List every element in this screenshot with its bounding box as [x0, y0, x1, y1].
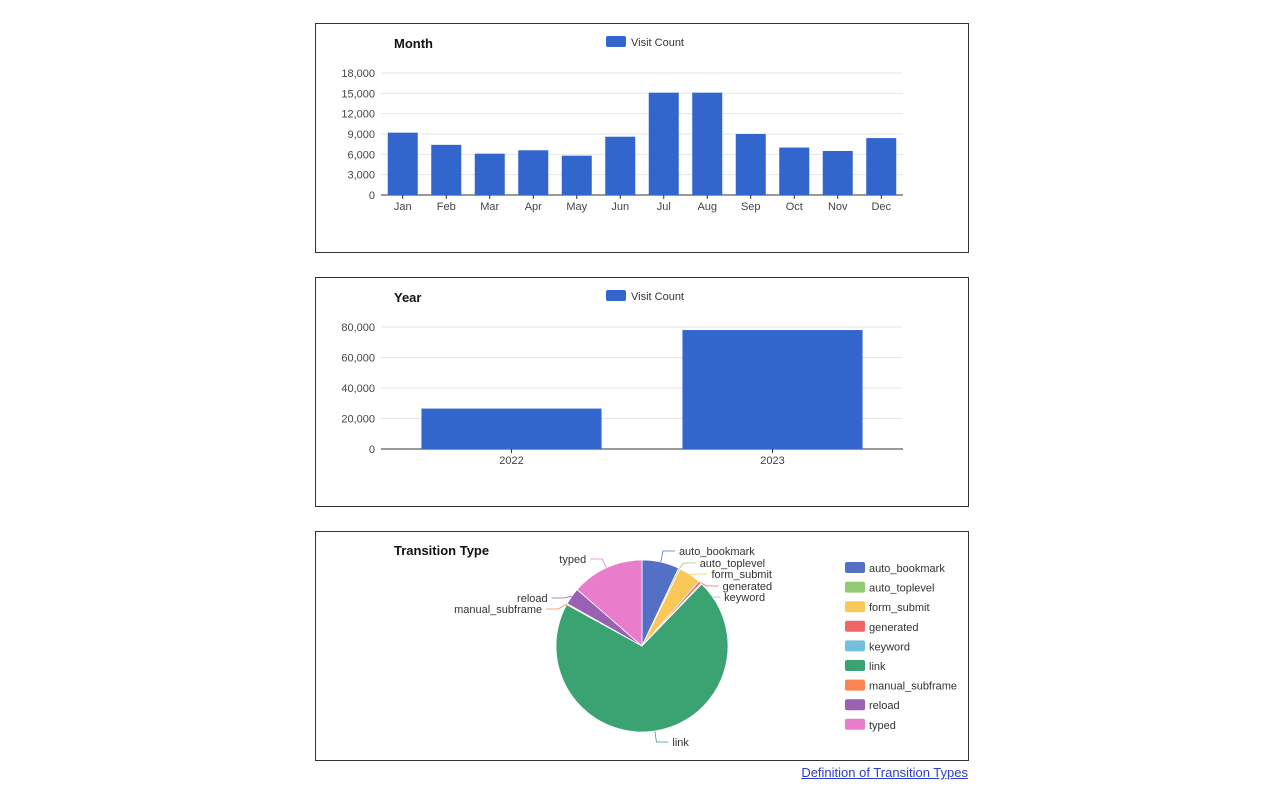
label-leader-line [679, 562, 696, 569]
bar-jul [648, 92, 679, 195]
label-leader-line [699, 582, 719, 587]
legend-swatch-auto-bookmark [845, 562, 865, 573]
slice-label-manual-subframe: manual_subframe [454, 604, 542, 616]
slice-label-auto-bookmark: auto_bookmark [679, 546, 755, 558]
label-leader-line [654, 730, 669, 743]
legend-swatch-form-submit [845, 601, 865, 613]
label-leader-line [689, 573, 708, 575]
label-leader-line [660, 550, 675, 563]
x-tick-label-nov: Nov [828, 201, 848, 213]
legend-label-form-submit: form_submit [869, 602, 930, 614]
month-bar-chart: Month Visit Count 0 3,000 6,000 9,000 12,000 15… [341, 36, 903, 213]
bar-2022 [421, 408, 602, 449]
x-tick-label-2023: 2023 [760, 455, 784, 467]
month-chart-panel: Month Visit Count 0 3,000 6,000 9,000 12,000 15… [315, 23, 969, 253]
legend-swatch-visit-count [606, 290, 626, 301]
bar-jan [387, 132, 418, 195]
label-leader-line [546, 603, 568, 610]
legend-label-link: link [869, 661, 886, 673]
slice-label-form-submit: form_submit [711, 569, 772, 581]
y-tick-label: 0 [369, 444, 375, 456]
x-tick-label-dec: Dec [871, 201, 891, 213]
y-tick-label: 3,000 [347, 170, 375, 182]
label-leader-line [590, 558, 607, 568]
legend-swatch-manual-subframe [845, 679, 865, 691]
year-chart-title: Year [394, 290, 421, 305]
y-tick-label: 9,000 [347, 129, 375, 141]
transition-type-pie-chart: Transition Type auto_bookmarkauto_topleve… [394, 543, 957, 749]
bar-jun [605, 136, 636, 195]
x-tick-label-may: May [566, 201, 587, 213]
y-tick-label: 18,000 [341, 68, 375, 80]
legend-label-generated: generated [869, 622, 919, 634]
y-tick-label: 20,000 [341, 414, 375, 426]
slice-label-link: link [672, 737, 689, 749]
legend-swatch-keyword [845, 640, 865, 652]
bar-nov [822, 150, 853, 195]
y-tick-label: 12,000 [341, 109, 375, 121]
slice-label-typed: typed [559, 554, 586, 566]
legend-label-visit-count: Visit Count [631, 37, 684, 49]
legend-label-auto-toplevel: auto_toplevel [869, 583, 934, 595]
legend-swatch-visit-count [606, 36, 626, 47]
bar-oct [779, 147, 810, 195]
y-tick-label: 80,000 [341, 322, 375, 334]
slice-label-auto-toplevel: auto_toplevel [700, 558, 765, 570]
legend-label-keyword: keyword [869, 641, 910, 653]
x-tick-label-sep: Sep [741, 201, 761, 213]
x-tick-label-mar: Mar [480, 201, 499, 213]
x-tick-label-jun: Jun [611, 201, 629, 213]
bar-may [561, 155, 592, 195]
y-tick-label: 60,000 [341, 353, 375, 365]
legend-label-auto-bookmark: auto_bookmark [869, 563, 945, 575]
slice-label-keyword: keyword [724, 592, 765, 604]
legend-label-manual-subframe: manual_subframe [869, 681, 957, 693]
x-tick-label-jan: Jan [394, 201, 412, 213]
x-tick-label-feb: Feb [437, 201, 456, 213]
bar-2023 [682, 330, 863, 449]
legend-swatch-auto-toplevel [845, 581, 865, 593]
month-chart-title: Month [394, 36, 433, 51]
y-tick-label: 6,000 [347, 149, 375, 161]
bar-aug [692, 92, 723, 195]
slice-label-reload: reload [517, 593, 548, 605]
x-tick-label-apr: Apr [525, 201, 542, 213]
label-leader-line [551, 595, 572, 599]
bar-apr [518, 150, 549, 195]
legend-swatch-generated [845, 620, 865, 632]
bar-sep [735, 134, 766, 195]
y-tick-label: 0 [369, 190, 375, 202]
legend-swatch-reload [845, 699, 865, 711]
legend-label-reload: reload [869, 700, 900, 712]
x-tick-label-jul: Jul [657, 201, 671, 213]
definition-of-transition-types-link[interactable]: Definition of Transition Types [801, 765, 968, 780]
transition-chart-title: Transition Type [394, 543, 489, 558]
legend-label-typed: typed [869, 720, 896, 732]
x-tick-label-oct: Oct [786, 201, 803, 213]
bar-mar [474, 153, 505, 195]
y-tick-label: 15,000 [341, 88, 375, 100]
y-tick-label: 40,000 [341, 383, 375, 395]
x-tick-label-2022: 2022 [499, 455, 523, 467]
slice-label-generated: generated [723, 581, 773, 593]
legend-swatch-link [845, 660, 865, 671]
transition-type-chart-panel: Transition Type auto_bookmark auto_topleve… [315, 531, 969, 761]
legend-swatch-typed [845, 718, 865, 730]
year-chart-panel: Year Visit Count 0 20,000 40,000 60,000 80,000… [315, 277, 969, 507]
x-tick-label-aug: Aug [697, 201, 717, 213]
year-bar-chart: Year Visit Count 0 20,000 40,000 60,000 80,000… [341, 290, 903, 467]
legend-label-visit-count: Visit Count [631, 291, 684, 303]
bar-dec [866, 138, 897, 195]
bar-feb [431, 144, 462, 195]
